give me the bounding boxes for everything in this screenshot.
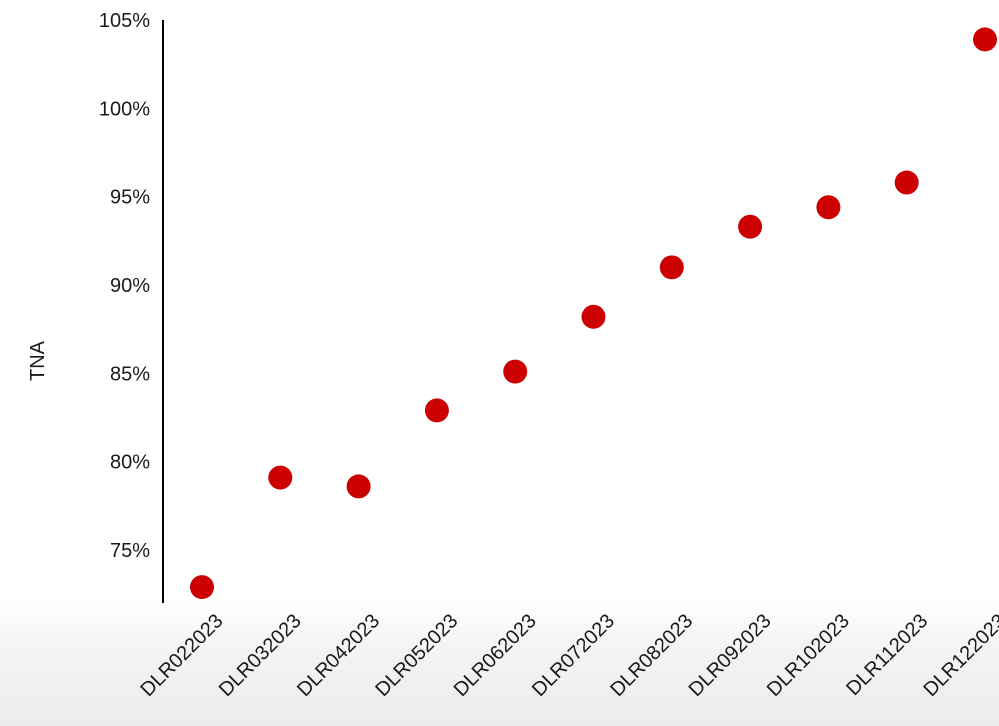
y-tick-labels: 75% 80% 85% 90% 95% 100% 105%: [99, 10, 150, 562]
x-category-label: DLR062023: [450, 610, 541, 701]
y-tick-label: 75%: [110, 540, 150, 562]
data-point: [190, 575, 214, 600]
x-category-label: DLR122023: [919, 610, 999, 701]
x-category-label: DLR052023: [371, 610, 462, 701]
data-point: [973, 27, 997, 52]
y-axis-title: TNA: [27, 340, 49, 381]
x-category-label: DLR032023: [215, 610, 306, 701]
data-point: [581, 304, 606, 329]
data-point: [659, 255, 684, 280]
x-category-label: DLR082023: [606, 610, 697, 701]
y-tick-label: 85%: [110, 363, 150, 385]
background-fade: [0, 600, 999, 726]
data-point: [268, 465, 293, 490]
data-point: [816, 195, 841, 220]
x-category-label: DLR092023: [685, 610, 776, 701]
y-tick-label: 95%: [110, 187, 150, 209]
data-point: [503, 359, 528, 384]
x-category-label: DLR112023: [842, 610, 932, 700]
data-point: [738, 214, 763, 239]
x-category-labels: DLR022023DLR032023DLR042023DLR052023DLR0…: [136, 610, 999, 701]
y-tick-label: 90%: [110, 275, 150, 297]
y-tick-label: 100%: [99, 98, 150, 120]
data-point: [894, 170, 919, 195]
data-point: [424, 398, 449, 423]
y-tick-label: 80%: [110, 452, 150, 474]
x-category-label: DLR042023: [293, 610, 384, 701]
data-point: [346, 474, 371, 499]
x-category-label: DLR072023: [528, 610, 619, 701]
x-category-label: DLR102023: [763, 610, 854, 701]
data-points: [190, 27, 997, 600]
y-tick-label: 105%: [99, 10, 150, 32]
x-category-label: DLR022023: [136, 610, 227, 701]
